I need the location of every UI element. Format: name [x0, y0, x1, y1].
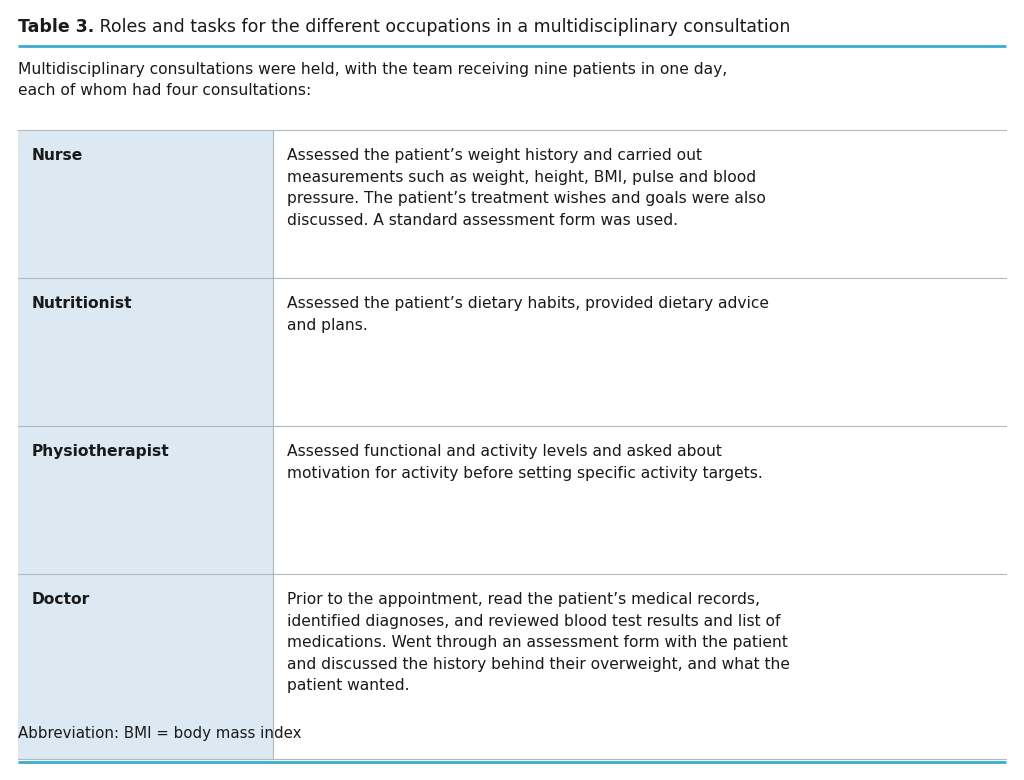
Bar	[18, 130, 273, 278]
Text: Assessed the patient’s weight history and carried out
measurements such as weigh: Assessed the patient’s weight history an…	[287, 148, 766, 228]
Text: Nutritionist: Nutritionist	[32, 296, 133, 311]
Text: Abbreviation: BMI = body mass index: Abbreviation: BMI = body mass index	[18, 726, 301, 741]
Text: Doctor: Doctor	[32, 592, 90, 607]
Text: Nurse: Nurse	[32, 148, 83, 163]
Bar	[273, 130, 1006, 278]
Bar	[18, 426, 273, 574]
Bar	[273, 278, 1006, 426]
Text: Assessed functional and activity levels and asked about
motivation for activity : Assessed functional and activity levels …	[287, 444, 763, 480]
Bar	[273, 426, 1006, 574]
Text: Roles and tasks for the different occupations in a multidisciplinary consultatio: Roles and tasks for the different occupa…	[94, 18, 791, 36]
Text: Assessed the patient’s dietary habits, provided dietary advice
and plans.: Assessed the patient’s dietary habits, p…	[287, 296, 769, 332]
Text: Physiotherapist: Physiotherapist	[32, 444, 170, 459]
Text: Table 3.: Table 3.	[18, 18, 94, 36]
Bar	[273, 574, 1006, 759]
Bar	[18, 574, 273, 759]
Text: Prior to the appointment, read the patient’s medical records,
identified diagnos: Prior to the appointment, read the patie…	[287, 592, 790, 693]
Bar	[18, 278, 273, 426]
Text: Multidisciplinary consultations were held, with the team receiving nine patients: Multidisciplinary consultations were hel…	[18, 62, 727, 98]
